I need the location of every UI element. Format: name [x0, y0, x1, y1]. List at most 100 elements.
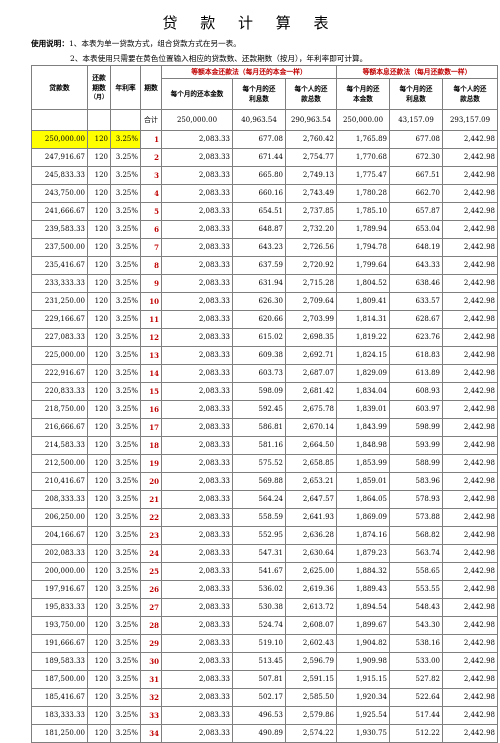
cell-i-principal: 1,785.10 [336, 202, 391, 221]
cell-i-principal: 1,864.05 [336, 490, 391, 509]
cell-p-total: 2,613.72 [285, 598, 338, 617]
cell-p-total: 2,670.14 [285, 418, 338, 437]
header-i-total: 每个人的还款总数 [442, 78, 499, 110]
cell-period: 33 [140, 706, 163, 725]
cell-p-principal: 2,083.33 [161, 202, 234, 221]
cell-i-principal: 1,839.01 [336, 400, 391, 419]
cell-i-principal: 1,789.94 [336, 220, 391, 239]
cell-i-interest: 672.30 [389, 148, 444, 167]
cell-period: 23 [140, 526, 163, 545]
cell-p-interest: 677.08 [232, 130, 287, 149]
cell-i-interest: 638.46 [389, 274, 444, 293]
page-title: 贷 款 计 算 表 [162, 14, 338, 32]
cell-i-interest: 543.30 [389, 616, 444, 635]
cell-p-principal: 2,083.33 [161, 220, 234, 239]
cell-loan-amount: 185,416.67 [31, 688, 88, 707]
cell-p-interest: 513.45 [232, 652, 287, 671]
header-loan: 贷款数 [31, 65, 88, 110]
cell-p-total: 2,602.43 [285, 634, 338, 653]
cell-term: 120 [86, 724, 112, 743]
cell-rate: 3.25% [110, 454, 142, 473]
cell-i-principal: 1,775.47 [336, 166, 391, 185]
cell-period: 28 [140, 616, 163, 635]
header-p-interest: 每个月的还利息数 [232, 78, 287, 110]
cell-rate: 3.25% [110, 634, 142, 653]
cell-loan-amount: 222,916.67 [31, 364, 88, 383]
cell-i-total: 2,442.98 [442, 364, 499, 383]
cell-p-interest: 609.38 [232, 346, 287, 365]
cell-i-interest: 538.16 [389, 634, 444, 653]
cell-p-total: 2,658.85 [285, 454, 338, 473]
cell-loan-amount: 237,500.00 [31, 238, 88, 257]
cell-p-total: 2,749.13 [285, 166, 338, 185]
table-row: 239,583.33 120 3.25% 6 2,083.33 648.87 2,732.2… [31, 220, 499, 239]
cell-i-interest: 558.65 [389, 562, 444, 581]
cell-i-principal: 1,814.31 [336, 310, 391, 329]
cell-loan-amount: 214,583.33 [31, 436, 88, 455]
cell-term: 120 [86, 400, 112, 419]
table-row: 218,750.00 120 3.25% 16 2,083.33 592.45 2,675.… [31, 400, 499, 419]
cell-i-total: 2,442.98 [442, 580, 499, 599]
cell-i-principal: 1,804.52 [336, 274, 391, 293]
table-row: 243,750.00 120 3.25% 4 2,083.33 660.16 2,743.4… [31, 184, 499, 203]
cell-term: 120 [86, 310, 112, 329]
cell-p-principal: 2,083.33 [161, 670, 234, 689]
cell-p-interest: 558.59 [232, 508, 287, 527]
cell-rate: 3.25% [110, 148, 142, 167]
cell-i-principal: 1,780.28 [336, 184, 391, 203]
cell-loan-amount: 206,250.00 [31, 508, 88, 527]
cell-loan-amount: 241,666.67 [31, 202, 88, 221]
cell-p-total: 2,743.49 [285, 184, 338, 203]
cell-rate: 3.25% [110, 382, 142, 401]
cell-rate: 3.25% [110, 256, 142, 275]
cell-period: 25 [140, 562, 163, 581]
cell-term: 120 [86, 184, 112, 203]
cell-p-principal: 2,083.33 [161, 562, 234, 581]
cell-term: 120 [86, 202, 112, 221]
cell-i-total: 2,442.98 [442, 598, 499, 617]
cell-i-principal: 1,824.15 [336, 346, 391, 365]
cell-term: 120 [86, 598, 112, 617]
cell-period: 17 [140, 418, 163, 437]
cell-loan-amount[interactable]: 250,000.00 [31, 130, 88, 149]
cell-i-interest: 613.89 [389, 364, 444, 383]
cell-p-principal: 2,083.33 [161, 292, 234, 311]
table-row: 231,250.00 120 3.25% 10 2,083.33 626.30 2,709.… [31, 292, 499, 311]
header-term: 还款期数 （月） [86, 65, 112, 110]
cell-loan-amount: 212,500.00 [31, 454, 88, 473]
cell-term[interactable]: 120 [86, 130, 112, 149]
table-row: 189,583.33 120 3.25% 30 2,083.33 513.45 2,596.… [31, 652, 499, 671]
cell-rate: 3.25% [110, 688, 142, 707]
cell-rate: 3.25% [110, 562, 142, 581]
cell-p-interest: 569.88 [232, 472, 287, 491]
cell-p-principal: 2,083.33 [161, 148, 234, 167]
cell-rate: 3.25% [110, 580, 142, 599]
cell-loan-amount: 218,750.00 [31, 400, 88, 419]
cell-rate[interactable]: 3.25% [110, 130, 142, 149]
cell-p-interest: 615.02 [232, 328, 287, 347]
cell-rate: 3.25% [110, 184, 142, 203]
table-row: 197,916.67 120 3.25% 26 2,083.33 536.02 2,619.… [31, 580, 499, 599]
cell-period: 12 [140, 328, 163, 347]
total-i-interest: 43,157.09 [389, 109, 444, 131]
cell-i-total: 2,442.98 [442, 400, 499, 419]
cell-i-interest: 643.33 [389, 256, 444, 275]
cell-loan-amount: 202,083.33 [31, 544, 88, 563]
table-row: 220,833.33 120 3.25% 15 2,083.33 598.09 2,681.… [31, 382, 499, 401]
cell-p-total: 2,664.50 [285, 436, 338, 455]
table-row: 202,083.33 120 3.25% 24 2,083.33 547.31 2,630.… [31, 544, 499, 563]
cell-p-principal: 2,083.33 [161, 364, 234, 383]
cell-rate: 3.25% [110, 490, 142, 509]
cell-i-interest: 548.43 [389, 598, 444, 617]
cell-period: 20 [140, 472, 163, 491]
cell-loan-amount: 245,833.33 [31, 166, 88, 185]
cell-p-interest: 536.02 [232, 580, 287, 599]
cell-i-principal: 1,799.64 [336, 256, 391, 275]
cell-i-principal: 1,904.82 [336, 634, 391, 653]
cell-i-principal: 1,829.09 [336, 364, 391, 383]
cell-p-principal: 2,083.33 [161, 616, 234, 635]
cell-term: 120 [86, 706, 112, 725]
table-row: 210,416.67 120 3.25% 20 2,083.33 569.88 2,653.… [31, 472, 499, 491]
table-row: 195,833.33 120 3.25% 27 2,083.33 530.38 2,613.… [31, 598, 499, 617]
cell-period: 6 [140, 220, 163, 239]
